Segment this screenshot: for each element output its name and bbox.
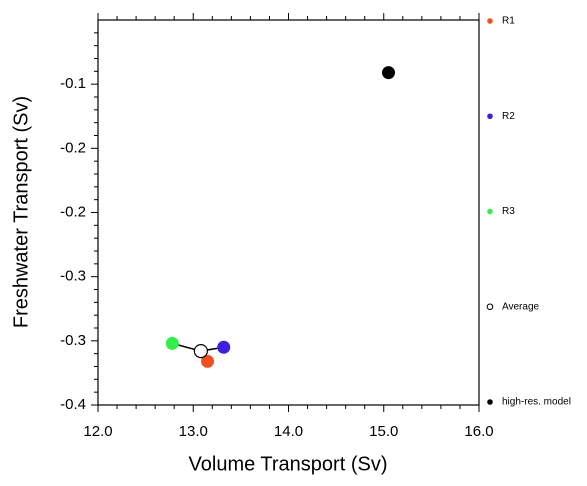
x-tick-label: 15.0	[369, 423, 398, 440]
y-tick-label: -0.1	[60, 75, 86, 92]
x-tick-label: 13.0	[179, 423, 208, 440]
legend-label: Average	[502, 301, 540, 312]
point	[193, 344, 208, 359]
x-tick-label: 16.0	[464, 423, 493, 440]
point	[217, 340, 231, 354]
legend-marker	[487, 208, 493, 215]
y-tick-label: -0.3	[60, 268, 86, 285]
legend-marker	[487, 399, 493, 405]
x-tick-label: 14.0	[274, 423, 303, 440]
point	[165, 336, 179, 350]
y-tick-label: -0.2	[60, 203, 86, 220]
x-axis-title: Volume Transport (Sv)	[189, 453, 388, 475]
y-axis-title: Freshwater Transport (Sv)	[10, 96, 32, 328]
legend-marker	[487, 18, 493, 24]
legend-marker	[486, 303, 494, 311]
legend-marker	[487, 113, 493, 120]
y-tick-label: -0.2	[60, 139, 86, 156]
legend-label: high-res. model	[502, 397, 571, 408]
point	[382, 66, 396, 80]
plot-frame	[97, 19, 480, 406]
y-tick-label: -0.3	[60, 332, 86, 349]
x-tick-label: 12.0	[83, 423, 112, 440]
legend-label: R1	[502, 16, 515, 27]
legend-label: R2	[502, 111, 515, 122]
legend-label: R3	[502, 206, 515, 217]
y-tick-label: -0.4	[60, 396, 86, 413]
point	[201, 354, 215, 368]
